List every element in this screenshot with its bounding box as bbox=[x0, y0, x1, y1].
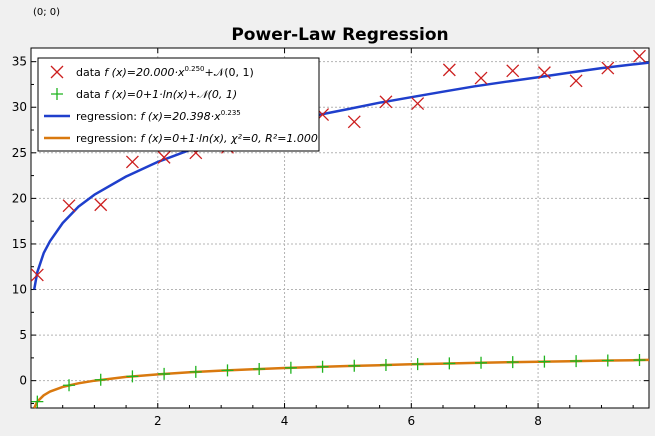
series-0-point bbox=[442, 63, 456, 77]
series-0-point bbox=[157, 150, 171, 164]
series-0-point bbox=[537, 66, 551, 80]
series-0-point bbox=[411, 97, 425, 111]
legend-label: regression: f (x)=20.398·x0.235 bbox=[76, 109, 241, 123]
y-tick-label: 25 bbox=[12, 146, 27, 160]
series-1-point bbox=[126, 370, 139, 383]
y-tick-label: 10 bbox=[12, 283, 27, 297]
series-1-point bbox=[633, 354, 646, 367]
legend-marker bbox=[51, 88, 63, 100]
chart-title: Power-Law Regression bbox=[231, 25, 448, 45]
x-tick-label: 8 bbox=[534, 414, 542, 428]
coordinate-readout: (0; 0) bbox=[33, 7, 61, 18]
series-1-point bbox=[538, 355, 551, 368]
legend-marker bbox=[50, 65, 64, 79]
y-tick-label: 15 bbox=[12, 237, 27, 251]
series-1-point bbox=[189, 365, 202, 378]
series-0-point bbox=[30, 268, 44, 282]
series-0-point bbox=[125, 155, 139, 169]
legend-label: regression: f (x)=0+1·ln(x), χ²=0, R²=1.… bbox=[76, 132, 318, 145]
series-0-point bbox=[569, 74, 583, 88]
series-1-point bbox=[158, 367, 171, 380]
series-0-point bbox=[62, 199, 76, 213]
y-tick-label: 0 bbox=[19, 374, 27, 388]
series-1-point bbox=[316, 360, 329, 373]
series-1-point bbox=[443, 357, 456, 370]
legend: data f (x)=20.000·x0.250+𝒩(0, 1) data f (… bbox=[37, 57, 320, 152]
y-tick-label: 5 bbox=[19, 328, 27, 342]
series-1-point bbox=[348, 359, 361, 372]
series-1-point bbox=[601, 354, 614, 367]
legend-label: data f (x)=0+1·ln(x)+𝒩(0, 1) bbox=[76, 88, 237, 101]
series-1-point bbox=[570, 355, 583, 368]
series-1-point bbox=[379, 358, 392, 371]
axes: 2 4 6 8 0 5 10 15 20 25 30 35 bbox=[12, 48, 649, 428]
series-1-point bbox=[284, 361, 297, 374]
y-tick-label: 30 bbox=[12, 100, 27, 114]
series-0-point bbox=[474, 71, 488, 85]
x-tick-label: 4 bbox=[281, 414, 289, 428]
series-0-point bbox=[506, 64, 520, 78]
grid-lines bbox=[31, 48, 649, 408]
legend-box bbox=[37, 57, 320, 152]
series-1-point bbox=[31, 395, 44, 408]
series-1-point bbox=[411, 358, 424, 371]
x-tick-label: 2 bbox=[154, 414, 162, 428]
series-1-point bbox=[475, 356, 488, 369]
x-tick-label: 6 bbox=[407, 414, 415, 428]
series-0-point bbox=[633, 49, 646, 63]
series-1-point bbox=[253, 362, 266, 375]
series-0-point bbox=[94, 198, 108, 212]
series-1-point bbox=[94, 373, 107, 386]
series-1-point bbox=[63, 379, 76, 392]
series-0-point bbox=[379, 95, 393, 109]
y-tick-label: 20 bbox=[12, 191, 27, 205]
series-1-point bbox=[506, 356, 519, 369]
series-1-point bbox=[221, 364, 234, 377]
legend-label: data f (x)=20.000·x0.250+𝒩(0, 1) bbox=[76, 65, 254, 79]
series-0-point bbox=[601, 61, 615, 75]
y-tick-label: 35 bbox=[12, 55, 27, 69]
series-0-point bbox=[347, 115, 361, 129]
series-3-line bbox=[33, 358, 650, 409]
